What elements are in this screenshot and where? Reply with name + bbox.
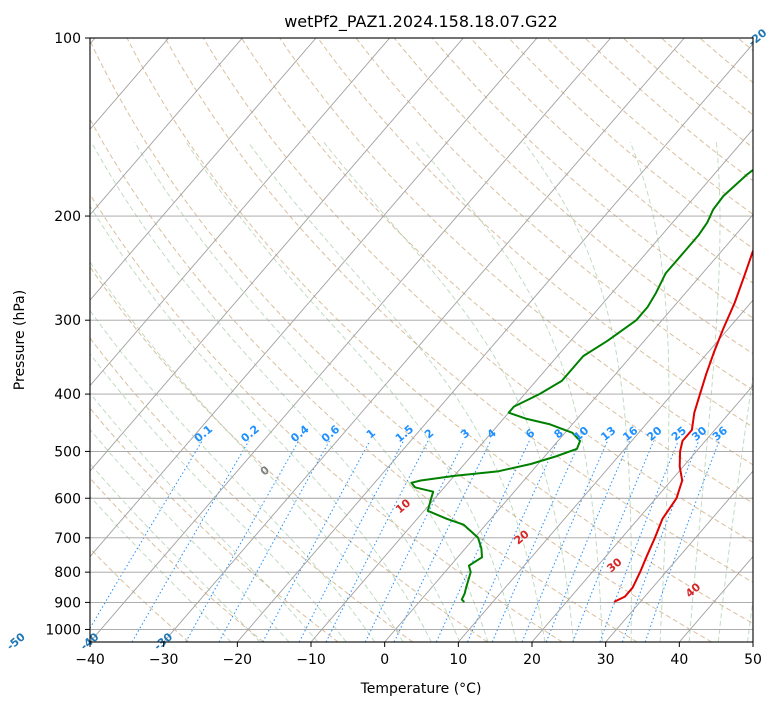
moist-adiabat xyxy=(185,141,517,642)
x-tick-label: 0 xyxy=(380,652,389,668)
series-layer xyxy=(410,168,753,603)
dry-adiabat xyxy=(90,407,339,642)
isotherm xyxy=(90,38,243,216)
y-tick-label: 300 xyxy=(54,313,81,329)
mixing-ratio-line xyxy=(644,440,720,642)
y-axis: 100 200 300 400 500 600 700 800 900 1000 xyxy=(45,31,90,638)
y-tick-label: 900 xyxy=(54,595,81,611)
isotherm xyxy=(90,38,390,387)
x-tick-label: −30 xyxy=(149,652,179,668)
isotherm xyxy=(236,43,753,642)
moist-adiabat xyxy=(323,141,575,642)
x-tick-label: 40 xyxy=(670,652,688,668)
isotherm xyxy=(531,384,753,642)
moist-adiabat xyxy=(90,353,347,642)
moist-adiabat xyxy=(134,141,489,642)
dry-adiabat xyxy=(393,38,753,355)
dry-adiabat xyxy=(126,38,753,624)
x-axis: −40 −30 −20 −10 0 10 20 30 40 50 xyxy=(75,642,762,668)
moist-adiabat xyxy=(90,309,376,642)
moist-adiabat xyxy=(688,142,721,642)
y-axis-label: Pressure (hPa) xyxy=(12,290,28,390)
mixing-ratio-line xyxy=(521,440,608,642)
moist-adiabat xyxy=(90,392,319,642)
moist-adiabat xyxy=(717,372,753,642)
mixing-ratio-line xyxy=(185,440,300,642)
x-tick-label: 20 xyxy=(523,652,541,668)
plot-frame xyxy=(89,37,754,643)
y-tick-label: 200 xyxy=(54,209,81,225)
isotherm xyxy=(605,470,753,642)
moist-adiabat xyxy=(247,141,546,642)
mixing-ratio-line xyxy=(218,440,330,642)
moist-adiabat xyxy=(523,141,632,642)
x-tick-label: 10 xyxy=(449,652,467,668)
dry-adiabat xyxy=(202,38,753,543)
dry-adiabat xyxy=(241,38,753,504)
dry-adiabat xyxy=(164,38,753,583)
dry-adiabat xyxy=(279,38,753,466)
isotherm xyxy=(163,38,685,642)
x-tick-label: −20 xyxy=(223,652,253,668)
mixing-ratio-line xyxy=(435,440,530,642)
isotherm xyxy=(90,38,611,642)
moist-adiabat xyxy=(90,205,432,642)
y-tick-label: 400 xyxy=(54,387,81,403)
y-tick-label: 800 xyxy=(54,565,81,581)
moist-adiabat xyxy=(90,141,461,642)
sounding-line xyxy=(410,168,753,603)
mixing-ratio-line xyxy=(467,440,559,642)
y-tick-label: 1000 xyxy=(45,622,81,638)
isotherm xyxy=(90,38,464,472)
isotherm xyxy=(90,38,317,301)
mixing-ratio-line xyxy=(90,440,203,630)
dry-adiabat xyxy=(90,193,563,642)
y-tick-label: 600 xyxy=(54,491,81,507)
x-axis-label: Temperature (°C) xyxy=(360,681,482,697)
y-tick-label: 700 xyxy=(54,531,81,547)
dry-adiabat xyxy=(90,477,264,642)
isotherm xyxy=(384,214,753,642)
isotherm xyxy=(310,128,753,642)
mixing-ratio-line xyxy=(364,440,465,642)
x-tick-label: 50 xyxy=(744,652,762,668)
dry-adiabat xyxy=(90,265,488,642)
y-tick-label: 500 xyxy=(54,444,81,460)
mixing-ratio-line xyxy=(131,440,250,642)
dry-adiabat xyxy=(470,38,753,284)
mixing-ratio-line xyxy=(325,440,429,642)
x-tick-label: −10 xyxy=(296,652,326,668)
x-tick-label: 30 xyxy=(597,652,615,668)
chart-title: wetPf2_PAZ1.2024.158.18.07.G22 xyxy=(284,12,558,32)
moist-adiabat xyxy=(90,261,404,642)
moist-adiabat xyxy=(90,428,290,642)
isotherm xyxy=(90,38,538,558)
dry-adiabat xyxy=(355,38,753,391)
skew-background xyxy=(90,38,753,642)
y-tick-label: 100 xyxy=(54,31,81,47)
x-tick-label: −40 xyxy=(75,652,105,668)
dry-adiabat xyxy=(90,337,414,642)
dry-adiabat xyxy=(90,39,712,642)
sounding-line xyxy=(613,248,753,603)
mixing-ratio-line xyxy=(491,440,581,642)
grid xyxy=(90,38,753,642)
